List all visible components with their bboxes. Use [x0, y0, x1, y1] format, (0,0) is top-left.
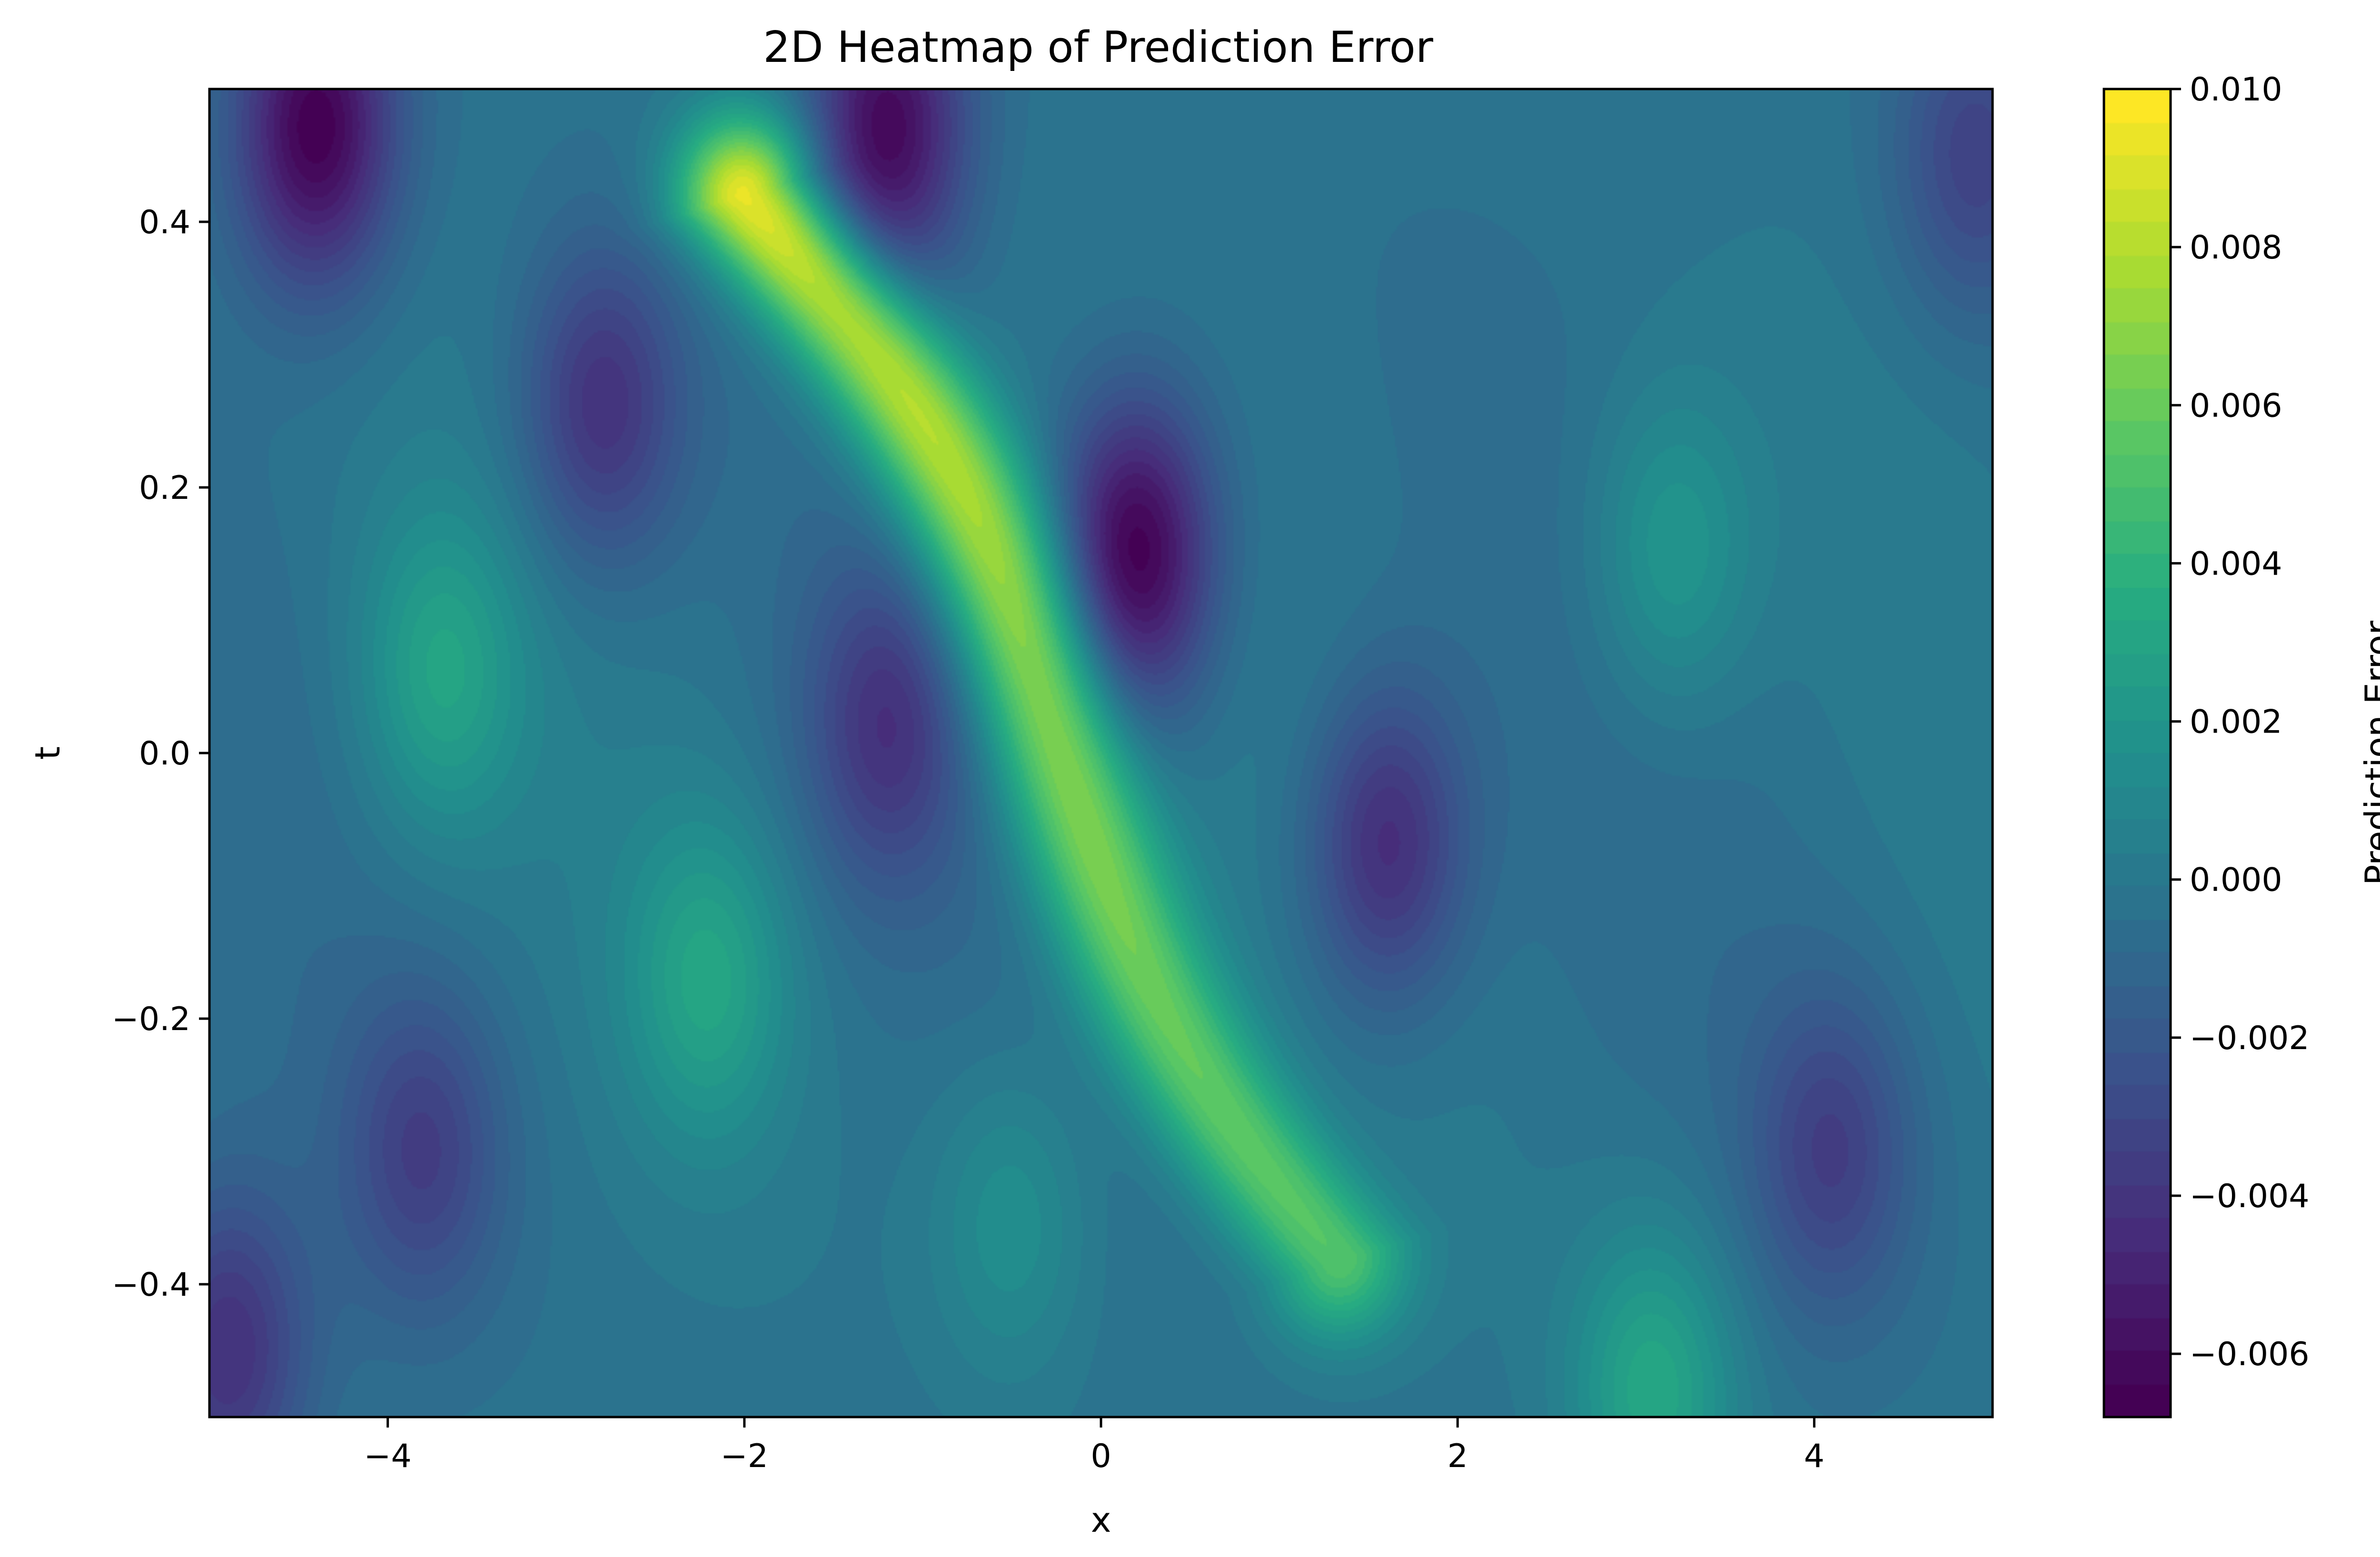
chart-title: 2D Heatmap of Prediction Error: [763, 22, 1433, 72]
colorbar-tick-label: 0.008: [2190, 229, 2282, 267]
y-tick-label: 0.0: [139, 735, 190, 773]
y-tick-label: 0.4: [139, 204, 190, 241]
y-axis-ticks: −0.4 −0.2 0.0 0.2 0.4: [112, 204, 209, 1304]
colorbar-label: Prediction Error: [2358, 621, 2380, 885]
x-tick-label: 4: [1804, 1438, 1825, 1475]
y-tick-label: −0.4: [112, 1266, 190, 1304]
colorbar-tick-label: 0.000: [2190, 862, 2282, 899]
x-tick-label: −4: [364, 1438, 411, 1475]
y-tick-label: 0.2: [139, 469, 190, 507]
colorbar-tick-label: −0.006: [2190, 1336, 2310, 1373]
x-tick-label: −2: [721, 1438, 768, 1475]
y-axis-label: t: [28, 746, 68, 760]
x-tick-label: 2: [1448, 1438, 1468, 1475]
colorbar-tick-label: −0.004: [2190, 1178, 2310, 1215]
x-tick-label: 0: [1091, 1438, 1111, 1475]
plot-area: [209, 89, 1993, 1417]
colorbar-ticks: −0.006 −0.004 −0.002 0.000 0.002 0.004 0.006 0.…: [2171, 71, 2310, 1373]
colorbar-tick-label: 0.010: [2190, 71, 2282, 109]
x-axis-ticks: −4 −2 0 2 4: [364, 1417, 1825, 1475]
colorbar: [2104, 89, 2171, 1417]
colorbar-tick-label: 0.002: [2190, 704, 2282, 741]
x-axis-label: x: [1091, 1500, 1111, 1540]
colorbar-tick-label: 0.004: [2190, 545, 2282, 583]
y-tick-label: −0.2: [112, 1001, 190, 1038]
colorbar-tick-label: 0.006: [2190, 387, 2282, 425]
colorbar-tick-label: −0.002: [2190, 1020, 2310, 1057]
colorbar-frame: [2102, 88, 2172, 1418]
